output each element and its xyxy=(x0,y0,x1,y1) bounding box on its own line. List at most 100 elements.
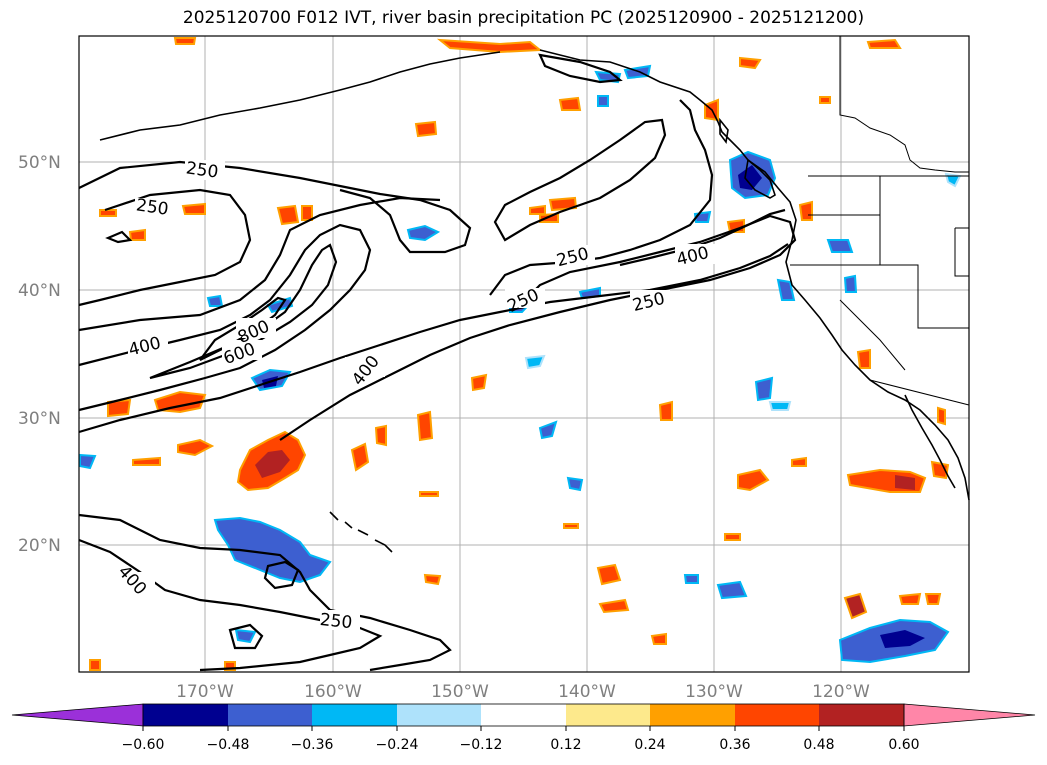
precip-patch-negative xyxy=(944,172,962,188)
ivt-contour-250 xyxy=(105,230,133,244)
precip-patch-positive xyxy=(470,373,488,392)
precip-patch-negative xyxy=(597,95,609,107)
colorbar-tick-label: −0.24 xyxy=(376,737,419,753)
state-border-ca-nv xyxy=(839,299,906,371)
precip-patch-negative xyxy=(206,294,224,307)
coastlines xyxy=(99,49,970,553)
colorbar-tick-label: −0.60 xyxy=(122,737,165,753)
vancouver-island xyxy=(744,158,776,199)
precip-patch-positive xyxy=(181,202,206,215)
colorbar-tick-label: 0.24 xyxy=(634,737,665,753)
colorbar-ticks xyxy=(142,726,905,731)
precip-patch-positive xyxy=(737,468,770,492)
contour-label-250: 250 xyxy=(319,610,353,633)
ivt-contour-250 xyxy=(78,243,789,434)
precip-patch-positive xyxy=(99,209,117,217)
precip-patch-negative xyxy=(566,476,584,492)
colorbar-tick-label: −0.48 xyxy=(207,737,250,753)
colorbar-bin xyxy=(735,704,819,726)
map-panel: 250 250 250 250 250 250 400 400 400 400 … xyxy=(78,35,970,673)
precip-patch-negative xyxy=(79,453,97,470)
haida-gwaii xyxy=(719,117,729,144)
colorbar-extend-max xyxy=(903,703,1036,727)
precip-patch-strong-positive xyxy=(255,450,290,478)
colorbar-bin xyxy=(228,704,312,726)
ivt-contour-250 xyxy=(78,188,252,307)
precip-patch-positive xyxy=(173,37,197,45)
colorbar-frame xyxy=(142,703,905,727)
precip-patch-positive xyxy=(177,438,215,457)
ivt-contour-250 xyxy=(78,196,441,332)
precip-patch-positive xyxy=(558,96,582,111)
precip-patch-negative xyxy=(538,420,558,440)
lon-label: 120°W xyxy=(812,682,870,702)
baja-california xyxy=(904,394,956,489)
ivt-contour-250 xyxy=(78,513,452,672)
precip-patch-positive xyxy=(89,659,101,671)
colorbar-bin xyxy=(819,704,904,726)
state-border-or-ca xyxy=(880,264,969,329)
latitude-labels: 50°N 40°N 30°N 20°N xyxy=(18,153,61,556)
precip-patch-positive xyxy=(414,120,438,138)
graticule xyxy=(79,36,969,672)
lon-label: 140°W xyxy=(558,682,616,702)
map-frame xyxy=(78,35,970,673)
precip-patch-negative xyxy=(716,580,748,600)
precip-patch-positive xyxy=(798,200,813,221)
precip-patch-positive xyxy=(596,563,622,586)
colorbar-tick-label: 0.36 xyxy=(719,737,750,753)
contour-label-250: 250 xyxy=(185,158,220,182)
longitude-labels: 170°W 160°W 150°W 140°W 130°W 120°W xyxy=(176,682,870,702)
precip-patch-negative xyxy=(683,574,699,584)
precip-patch-negative xyxy=(524,354,546,370)
ivt-contour-250 xyxy=(489,99,714,296)
precip-patch-negative xyxy=(843,274,858,293)
colorbar-tick-label: −0.12 xyxy=(460,737,503,753)
map-title: 2025120700 F012 IVT, river basin precipi… xyxy=(182,8,865,28)
colorbar-bin xyxy=(481,704,566,726)
colorbar-bin xyxy=(143,704,228,726)
precip-patch-positive xyxy=(598,598,630,614)
colorbar-extend-min xyxy=(11,703,144,727)
colorbar-tick-label: 0.48 xyxy=(803,737,834,753)
state-border-id xyxy=(879,176,969,277)
precip-patch-negative xyxy=(754,376,774,402)
precip-patch-positive xyxy=(128,228,146,241)
contour-label-250: 250 xyxy=(135,195,170,219)
precip-patch-negative xyxy=(234,628,257,644)
colorbar-tick-label: −0.36 xyxy=(291,737,334,753)
precip-patch-positive xyxy=(843,592,868,620)
colorbar-tick-label: 0.60 xyxy=(888,737,919,753)
precip-patch-strong-negative xyxy=(880,630,925,648)
lon-label: 160°W xyxy=(304,682,362,702)
precip-patch-positive xyxy=(107,398,132,418)
precip-patch-positive xyxy=(898,592,922,605)
precip-patch-positive xyxy=(791,456,807,467)
precip-patch-strong-negative xyxy=(738,165,762,190)
precip-patch-positive xyxy=(937,406,946,426)
precip-patch-positive xyxy=(374,424,387,447)
lat-label: 50°N xyxy=(18,153,61,173)
borders xyxy=(790,36,970,406)
precip-patch-positive xyxy=(548,196,578,212)
precip-patch-positive xyxy=(819,96,831,104)
lat-label: 40°N xyxy=(18,281,61,301)
precip-patch-negative xyxy=(406,224,441,242)
ivt-contour-250 xyxy=(228,623,264,650)
precip-patch-positive xyxy=(350,442,370,472)
lat-label: 30°N xyxy=(18,409,61,429)
precip-patch-positive xyxy=(724,533,741,541)
ivt-contour-400 xyxy=(78,223,372,412)
state-border-mexico xyxy=(869,379,970,406)
precip-patch-strong-positive xyxy=(895,475,915,490)
precip-patch-positive xyxy=(301,205,313,221)
precip-patch-negative xyxy=(768,401,792,411)
precip-patch-positive xyxy=(419,491,439,497)
colorbar-bin xyxy=(566,704,650,726)
state-border-wa-or xyxy=(790,214,881,266)
precip-patch-positive xyxy=(132,456,161,466)
precip-patch-positive xyxy=(416,410,434,442)
lat-label: 20°N xyxy=(18,536,61,556)
north-america-west-coast xyxy=(747,159,970,501)
precip-pc-patches xyxy=(79,37,962,671)
